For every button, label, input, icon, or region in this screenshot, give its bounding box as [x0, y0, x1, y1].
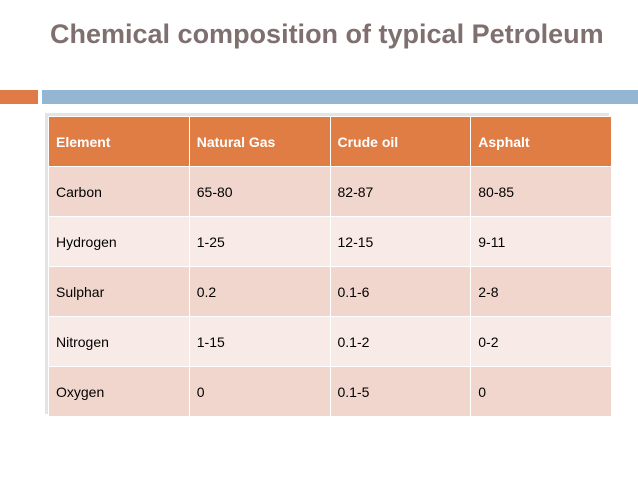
table-cell: 0-2 [470, 316, 612, 367]
column-header: Crude oil [329, 116, 472, 167]
accent-bar [42, 90, 638, 104]
table-cell: Nitrogen [48, 316, 190, 367]
column-header: Natural Gas [188, 116, 331, 167]
table-cell: 0.1-6 [329, 266, 472, 317]
table-row: Oxygen 0 0.1-5 0 [48, 366, 612, 417]
accent-bar [0, 90, 38, 104]
table-cell: 1-25 [188, 216, 331, 267]
table-cell: 82-87 [329, 166, 472, 217]
table-cell: 0.1-2 [329, 316, 472, 367]
slide-title: Chemical composition of typical Petroleu… [50, 19, 604, 49]
table-cell: Carbon [48, 166, 190, 217]
table-container: Element Natural Gas Crude oil Asphalt Carbo… [48, 116, 612, 417]
header-row: Element Natural Gas Crude oil Asphalt [48, 116, 612, 167]
table-row: Hydrogen 1-25 12-15 9-11 [48, 216, 612, 267]
table-cell: 12-15 [329, 216, 472, 267]
composition-table: Element Natural Gas Crude oil Asphalt Carbo… [48, 116, 612, 417]
table-cell: Hydrogen [48, 216, 190, 267]
table-row: Nitrogen 1-15 0.1-2 0-2 [48, 316, 612, 367]
column-header: Element [48, 116, 190, 167]
table-cell: 0 [188, 366, 331, 417]
table-row: Sulphar 0.2 0.1-6 2-8 [48, 266, 612, 317]
column-header: Asphalt [470, 116, 612, 167]
table-cell: 80-85 [470, 166, 612, 217]
table-cell: Sulphar [48, 266, 190, 317]
table-cell: 0.2 [188, 266, 331, 317]
table-cell: 1-15 [188, 316, 331, 367]
table-cell: 0.1-5 [329, 366, 472, 417]
table-cell: 65-80 [188, 166, 331, 217]
table-cell: Oxygen [48, 366, 190, 417]
table-cell: 2-8 [470, 266, 612, 317]
table-cell: 9-11 [470, 216, 612, 267]
table-cell: 0 [470, 366, 612, 417]
table-row: Carbon 65-80 82-87 80-85 [48, 166, 612, 217]
